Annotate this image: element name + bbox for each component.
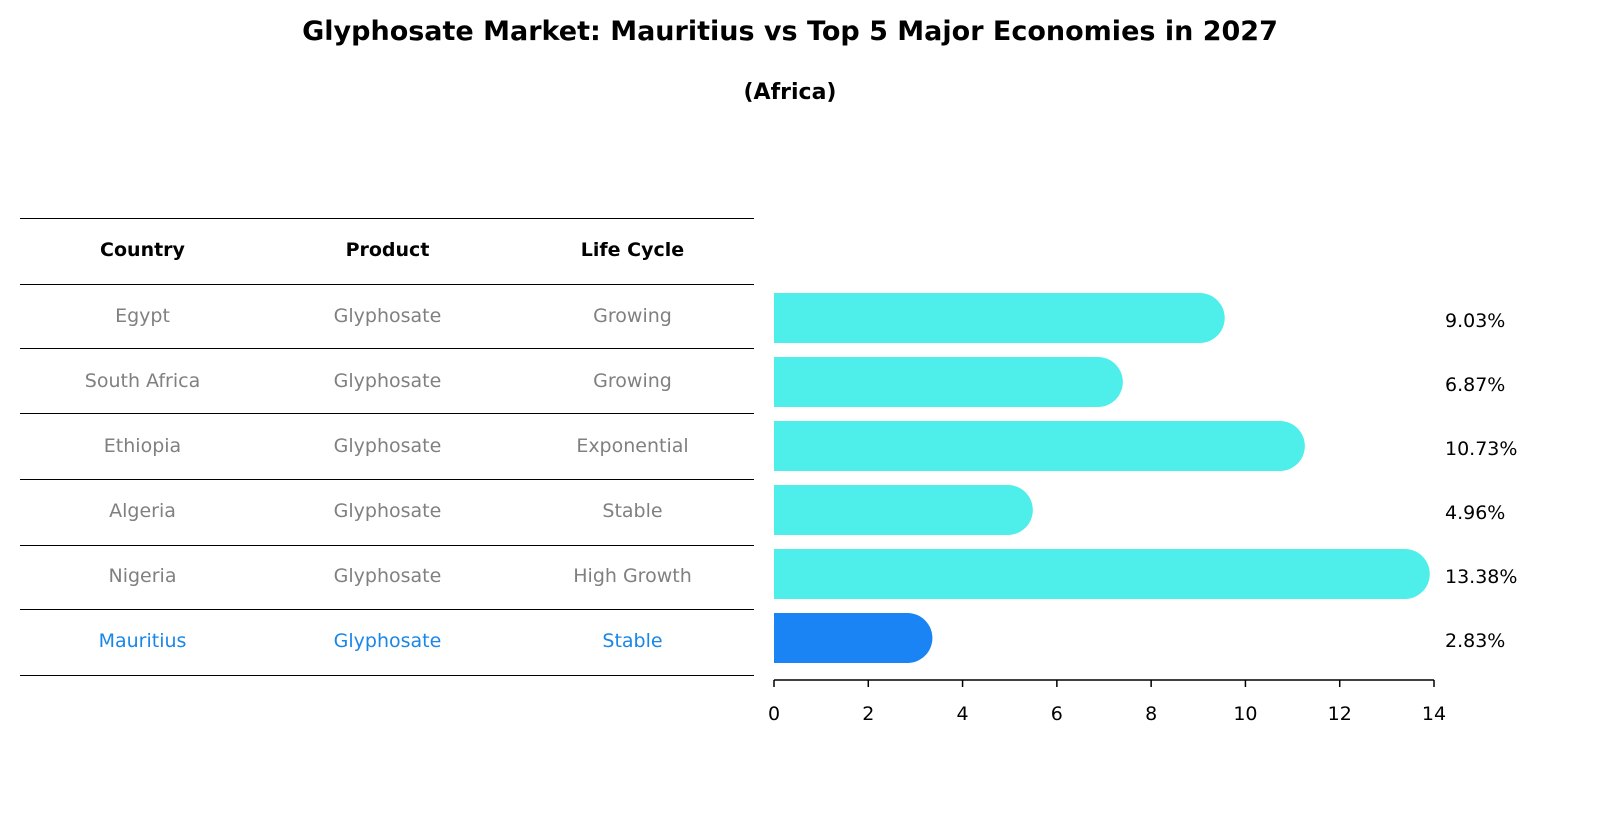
table-cell: South Africa	[84, 370, 201, 392]
table-cell: Exponential	[576, 435, 689, 457]
value-label: 13.38%	[1445, 566, 1517, 588]
table-cell: Growing	[593, 305, 672, 327]
table-cell: Stable	[602, 500, 663, 522]
table-cell: Glyphosate	[333, 305, 442, 327]
table-cell: Glyphosate	[333, 435, 442, 457]
bar	[774, 549, 1430, 599]
x-tick-label: 12	[1328, 703, 1352, 725]
x-tick-label: 4	[957, 703, 969, 725]
chart-title: Glyphosate Market: Mauritius vs Top 5 Ma…	[302, 16, 1278, 47]
table-rule	[20, 545, 754, 546]
table-header: Country	[100, 239, 185, 261]
bar	[774, 421, 1305, 471]
table-cell: Glyphosate	[333, 370, 442, 392]
table-cell: Mauritius	[98, 630, 187, 652]
table-cell: Egypt	[115, 305, 170, 327]
x-tick-label: 10	[1233, 703, 1257, 725]
table-rule	[20, 675, 754, 676]
table-rule	[20, 348, 754, 349]
table-header: Product	[345, 239, 430, 261]
value-label: 2.83%	[1445, 630, 1505, 652]
bar	[774, 613, 933, 663]
bar	[774, 485, 1033, 535]
table-cell: High Growth	[573, 565, 692, 587]
value-label: 10.73%	[1445, 438, 1517, 460]
x-tick-label: 8	[1145, 703, 1157, 725]
table-rule	[20, 479, 754, 480]
table-rule	[20, 609, 754, 610]
table-cell: Glyphosate	[333, 630, 442, 652]
table-cell: Glyphosate	[333, 565, 442, 587]
value-label: 6.87%	[1445, 374, 1505, 396]
chart-subtitle: (Africa)	[743, 80, 837, 105]
table-cell: Nigeria	[108, 565, 177, 587]
table-header: Life Cycle	[580, 239, 685, 261]
table-cell: Algeria	[109, 500, 176, 522]
bar	[774, 357, 1123, 407]
x-tick-label: 6	[1051, 703, 1063, 725]
table-rule	[20, 218, 754, 219]
table-cell: Growing	[593, 370, 672, 392]
table-cell: Ethiopia	[103, 435, 182, 457]
bar	[774, 293, 1225, 343]
x-tick-label: 0	[768, 703, 780, 725]
value-label: 4.96%	[1445, 502, 1505, 524]
table-rule	[20, 413, 754, 414]
table-rule	[20, 284, 754, 285]
x-tick-label: 2	[862, 703, 874, 725]
x-tick-label: 14	[1422, 703, 1446, 725]
value-label: 9.03%	[1445, 310, 1505, 332]
table-cell: Glyphosate	[333, 500, 442, 522]
table-cell: Stable	[602, 630, 663, 652]
